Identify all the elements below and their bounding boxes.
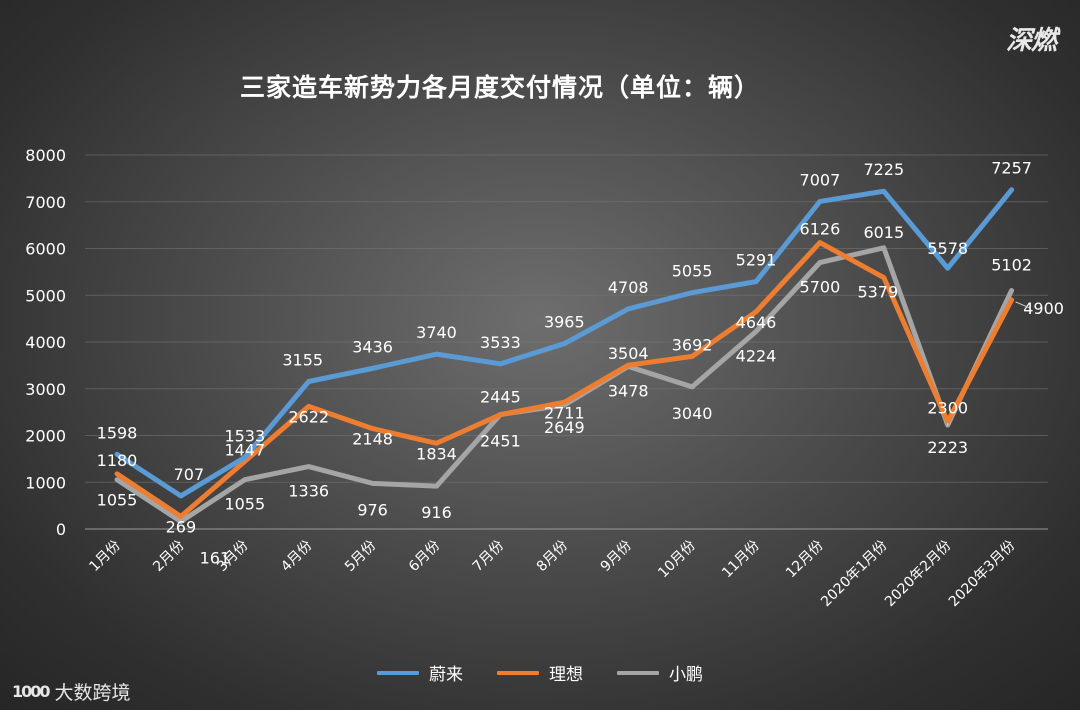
x-tick-label: 5月份: [342, 538, 379, 575]
x-tick-label: 2020年2月份: [882, 538, 955, 611]
data-label: 4900: [1023, 299, 1064, 318]
data-label: 5102: [991, 255, 1032, 274]
data-label: 1336: [288, 482, 329, 501]
legend-item-2: 小鹏: [617, 660, 703, 685]
data-label: 2649: [544, 418, 585, 437]
data-label: 5578: [927, 239, 968, 258]
data-label: 2445: [480, 388, 521, 407]
x-tick-label: 8月份: [534, 538, 571, 575]
data-label: 3155: [282, 351, 323, 370]
data-label: 3692: [672, 335, 713, 354]
data-label: 1055: [97, 491, 138, 510]
data-label: 6126: [800, 220, 841, 239]
x-tick-label: 9月份: [598, 538, 635, 575]
x-tick-label: 4月份: [278, 538, 315, 575]
data-label: 1055: [224, 495, 265, 514]
series-line-2: [114, 245, 1015, 524]
data-label: 976: [357, 500, 388, 519]
data-label: 4224: [736, 347, 777, 366]
data-label: 1447: [224, 440, 265, 459]
data-label: 2300: [927, 398, 968, 417]
data-label: 3740: [416, 323, 457, 342]
x-tick-label: 6月份: [406, 538, 443, 575]
legend-item-0: 蔚来: [377, 660, 463, 685]
y-tick-label: 8000: [25, 146, 66, 165]
leader-line: [1015, 301, 1030, 309]
data-label: 7007: [800, 170, 841, 189]
data-label: 3436: [352, 337, 393, 356]
data-label: 707: [174, 465, 205, 484]
data-label: 3040: [672, 404, 713, 423]
brand-watermark-top: 深燃: [1005, 26, 1057, 56]
brand-watermark-bottom: 1000 大数跨境: [12, 678, 131, 705]
data-label: 1598: [97, 423, 138, 442]
data-label: 2711: [544, 403, 585, 422]
series-line-1: [114, 240, 1015, 519]
legend-swatch: [617, 670, 659, 675]
data-label: 1533: [224, 426, 265, 445]
y-tick-label: 1000: [25, 473, 66, 492]
legend-swatch: [497, 670, 539, 675]
brand-name: 大数跨境: [54, 682, 131, 704]
data-label: 4646: [736, 313, 777, 332]
legend-label: 理想: [549, 665, 583, 685]
y-tick-label: 0: [56, 520, 66, 539]
data-label: 916: [421, 503, 452, 522]
data-label: 2622: [288, 407, 329, 426]
series-line-0: [114, 187, 1015, 499]
x-tick-label: 2020年3月份: [946, 538, 1019, 611]
data-label: 5291: [736, 251, 777, 270]
data-label: 3478: [608, 381, 649, 400]
data-label: 3504: [608, 344, 649, 363]
y-tick-label: 2000: [25, 427, 66, 446]
data-label: 3533: [480, 333, 521, 352]
x-tick-label: 7月份: [470, 538, 507, 575]
data-label: 5055: [672, 262, 713, 281]
x-tick-label: 2020年1月份: [818, 538, 891, 611]
y-tick-label: 4000: [25, 333, 66, 352]
data-label: 2148: [352, 430, 393, 449]
data-label: 6015: [863, 223, 904, 242]
y-tick-label: 6000: [25, 240, 66, 259]
x-tick-label: 10月份: [655, 538, 699, 582]
data-label: 3965: [544, 313, 585, 332]
chart-legend: 蔚来 理想 小鹏: [0, 660, 1080, 685]
legend-label: 蔚来: [429, 665, 463, 685]
data-label: 5379: [857, 283, 898, 302]
data-label: 5700: [800, 278, 841, 297]
legend-item-1: 理想: [497, 660, 583, 685]
brand-logo: 1000: [12, 682, 51, 701]
data-label: 1180: [97, 451, 138, 470]
data-label: 161: [200, 548, 231, 567]
y-tick-label: 3000: [25, 380, 66, 399]
x-tick-label: 2月份: [150, 538, 187, 575]
data-label: 269: [166, 517, 197, 536]
data-label: 7225: [863, 160, 904, 179]
data-label: 2451: [480, 431, 521, 450]
y-tick-label: 7000: [25, 193, 66, 212]
x-tick-label: 1月份: [86, 538, 123, 575]
chart-title: 三家造车新势力各月度交付情况（单位：辆）: [239, 73, 760, 102]
data-label: 1834: [416, 444, 457, 463]
legend-swatch: [377, 670, 419, 675]
data-label: 4708: [608, 278, 649, 297]
data-label: 2223: [927, 438, 968, 457]
data-label: 7257: [991, 159, 1032, 178]
y-tick-label: 5000: [25, 286, 66, 305]
x-tick-label: 12月份: [783, 538, 827, 582]
legend-label: 小鹏: [669, 665, 703, 685]
x-tick-label: 11月份: [719, 538, 763, 582]
